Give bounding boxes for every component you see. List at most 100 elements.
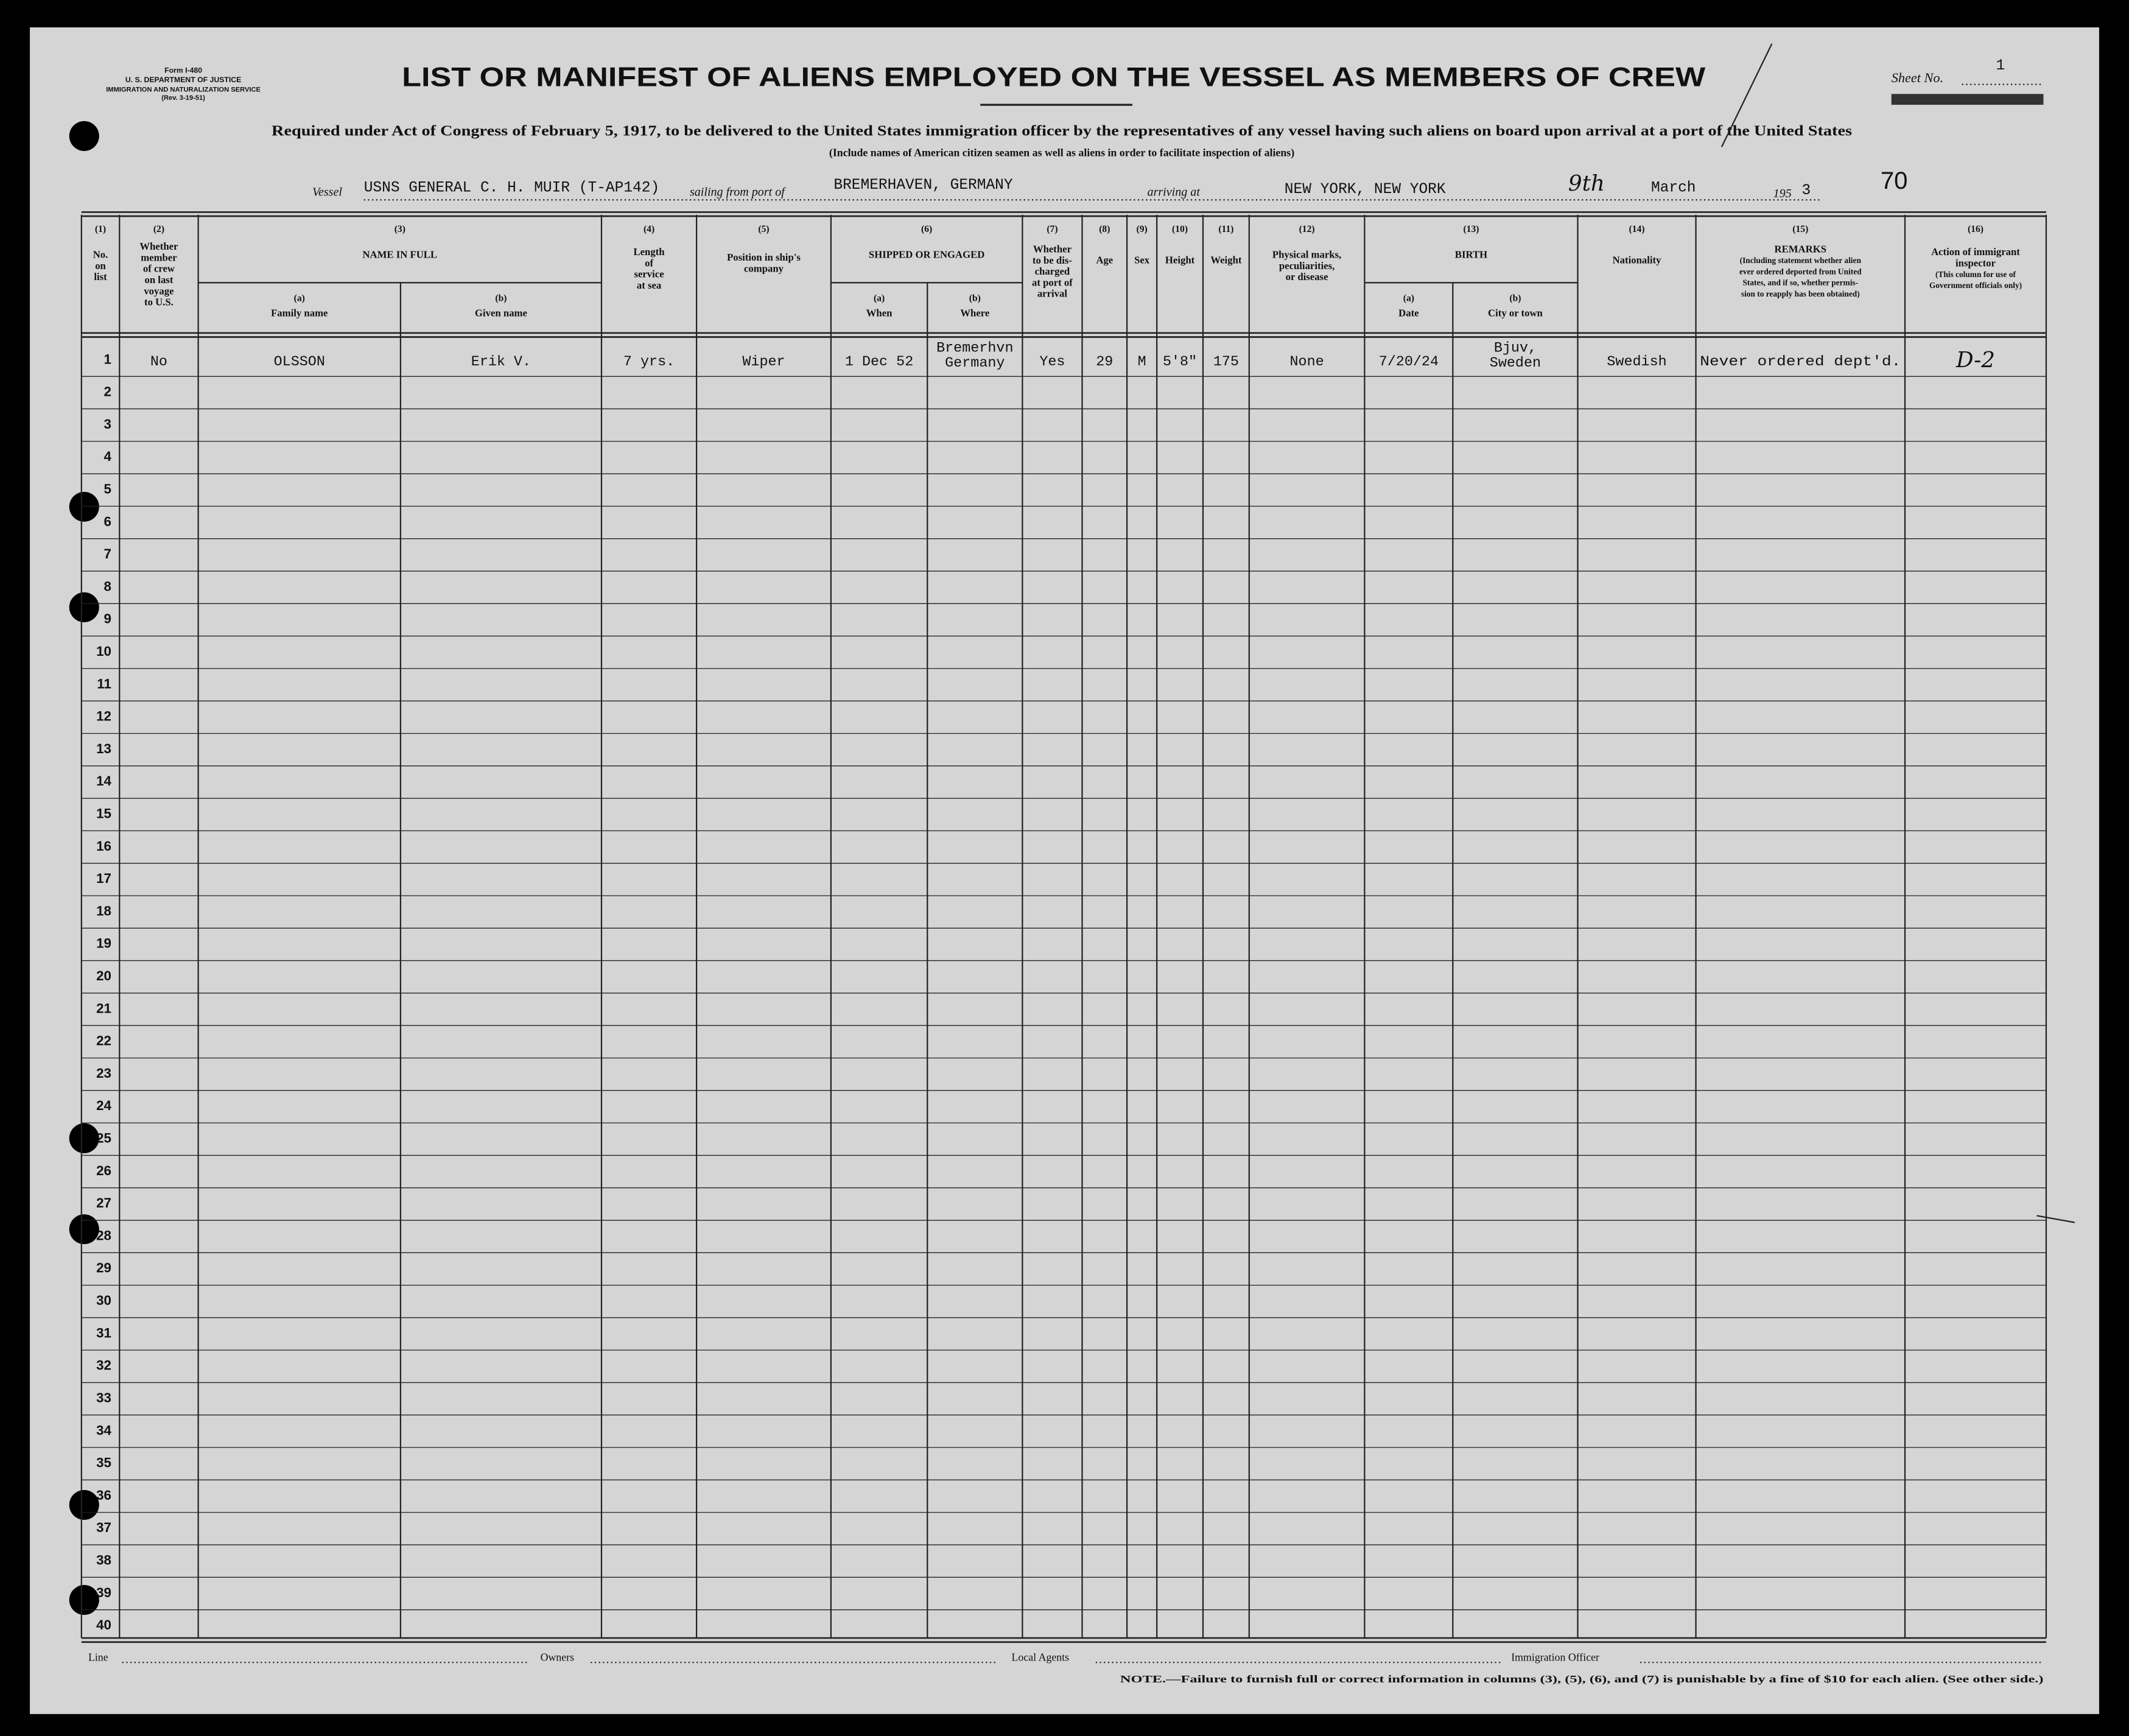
arrival-month: March [1651, 180, 1696, 197]
column-label: to be dis- [1033, 255, 1072, 266]
column-label: of crew [143, 263, 175, 275]
column-number: (7) [1047, 224, 1057, 234]
cell-text: No [150, 354, 167, 370]
column-label: at port of [1032, 276, 1073, 288]
column-label: or disease [1286, 271, 1328, 283]
column-label: arrival [1037, 288, 1068, 300]
line-number: 37 [96, 1520, 111, 1535]
vessel-label: Vessel [312, 186, 342, 199]
line-number: 34 [96, 1422, 111, 1438]
form-info-line: IMMIGRATION AND NATURALIZATION SERVICE [106, 86, 261, 94]
paper [30, 27, 2099, 1714]
line-number: 3 [103, 416, 111, 432]
column-label: peculiarities, [1279, 260, 1335, 272]
vessel-name: USNS GENERAL C. H. MUIR (T-AP142) [364, 180, 660, 197]
column-label: Nationality [1613, 254, 1662, 265]
column-number: (11) [1218, 224, 1233, 234]
line-number: 38 [96, 1552, 111, 1567]
line-number: 4 [103, 449, 111, 464]
arrival-day: 9th [1568, 171, 1605, 196]
column-number: (10) [1172, 224, 1188, 234]
handwritten-number: 70 [1881, 167, 1908, 194]
column-label: States, and if so, whether permis- [1742, 278, 1858, 287]
column-number: (16) [1968, 224, 1983, 234]
line-number: 35 [96, 1455, 111, 1471]
column-label: sion to reapply has been obtained) [1741, 289, 1860, 298]
column-label: Government officials only) [1929, 281, 2022, 290]
line-number: 23 [96, 1066, 111, 1081]
port: BREMERHAVEN, GERMANY [833, 177, 1013, 194]
column-number: (1) [95, 224, 106, 234]
column-label: of [645, 257, 653, 269]
sub-label: Given name [475, 307, 527, 318]
pen-stroke [2036, 1215, 2075, 1223]
footer-label: Immigration Officer [1511, 1651, 1599, 1664]
footer-label: Line [88, 1651, 108, 1664]
column-label: NAME IN FULL [362, 249, 437, 261]
line-number: 18 [96, 903, 111, 918]
cell-text: 1 Dec 52 [845, 354, 913, 370]
form-info-line: Form I-480 [164, 66, 202, 75]
cell-text: Never ordered dept'd. [1700, 354, 1901, 370]
column-label: Action of immigrant [1931, 246, 2020, 258]
column-label: No. [93, 249, 108, 261]
line-number: 7 [103, 546, 111, 561]
cell-text: Germany [945, 356, 1005, 371]
column-label: Whether [139, 241, 178, 252]
column-label: (Including statement whether alien [1740, 256, 1862, 265]
cell-text: Swedish [1607, 354, 1666, 370]
line-number: 24 [96, 1098, 111, 1113]
column-number: (12) [1299, 224, 1315, 234]
sheet-number: 1 [1996, 58, 2005, 74]
line-number: 1 [103, 351, 111, 367]
line-number: 29 [96, 1260, 111, 1276]
cell-text: Yes [1039, 354, 1065, 370]
column-label: company [744, 262, 784, 274]
subtitle: Required under Act of Congress of Februa… [272, 122, 1852, 139]
column-label: Whether [1033, 244, 1072, 255]
cell-text: Erik V. [471, 354, 531, 370]
arriving-label: arriving at [1148, 186, 1201, 199]
line-number: 26 [96, 1163, 111, 1178]
footer-label: Local Agents [1012, 1651, 1070, 1664]
line-number: 12 [96, 709, 111, 724]
sub-label: Date [1398, 307, 1419, 318]
column-label: voyage [144, 285, 174, 297]
column-number: (13) [1463, 224, 1479, 234]
sub-label: When [866, 307, 893, 318]
cell-text: 7/20/24 [1379, 354, 1439, 370]
column-label: member [141, 251, 177, 263]
column-label: on [95, 260, 106, 272]
line-number: 32 [96, 1358, 111, 1373]
column-label: charged [1035, 265, 1070, 277]
redaction [1891, 94, 2044, 105]
column-label: Age [1096, 254, 1113, 265]
column-number: (14) [1629, 224, 1645, 234]
line-number: 9 [103, 611, 111, 627]
sub-label: Where [960, 307, 989, 318]
cell-text: None [1290, 354, 1324, 370]
column-number: (8) [1099, 224, 1110, 234]
line-number: 25 [96, 1131, 111, 1146]
column-label: Length [633, 246, 665, 258]
arrival-port: NEW YORK, NEW YORK [1285, 181, 1446, 198]
sheet-label: Sheet No. [1892, 70, 1943, 85]
footer-label: Owners [541, 1651, 575, 1664]
line-number: 39 [96, 1585, 111, 1600]
column-label: SHIPPED OR ENGAGED [869, 249, 984, 261]
cell-text: 175 [1213, 354, 1239, 370]
sub-letter: (b) [969, 293, 981, 304]
line-number: 11 [97, 676, 111, 691]
column-label: Weight [1210, 254, 1242, 265]
cell-text: M [1138, 354, 1146, 370]
form-info-line: (Rev. 3-19-51) [161, 94, 205, 102]
column-number: (4) [644, 224, 654, 234]
column-label: at sea [637, 279, 662, 291]
line-number: 19 [96, 936, 111, 951]
line-number: 2 [103, 384, 111, 399]
line-number: 5 [103, 481, 111, 496]
column-label: (This column for use of [1935, 270, 2016, 279]
footer: Line Owners Local Agents Immigration Office… [88, 1651, 2044, 1685]
